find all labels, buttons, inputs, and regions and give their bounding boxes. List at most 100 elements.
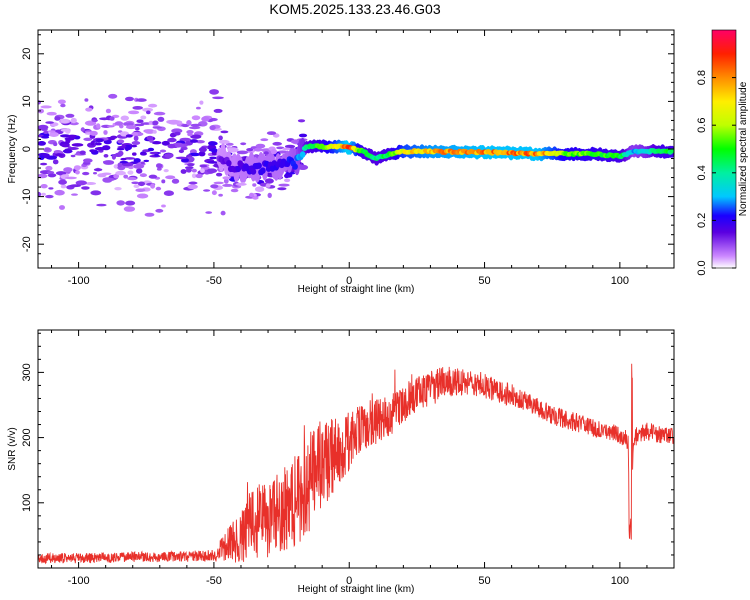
x-tick-label: -50 (206, 275, 222, 287)
spectrogram-blob (218, 135, 223, 141)
spectrogram-blob (240, 142, 247, 146)
spectrogram-blob (54, 189, 65, 196)
spectrogram-blob (130, 144, 138, 148)
spectrogram-blob (132, 152, 137, 156)
spectrogram-blob (285, 171, 296, 175)
spectrogram-blob (85, 182, 97, 185)
spectrogram-blob (71, 143, 84, 147)
snr-series-line (38, 363, 674, 565)
spectrogram-blob (263, 151, 269, 155)
y-tick-label: -10 (21, 189, 33, 205)
colorbar-axis: 0.0 0.2 0.4 0.6 0.8 (696, 29, 737, 276)
spectrogram-blob (152, 126, 162, 129)
spectrogram-blob (252, 196, 259, 200)
spectrogram-blob (152, 120, 159, 126)
spectrogram-blob (115, 170, 126, 176)
spectrogram-blob (157, 116, 165, 122)
spectrogram-blob (267, 192, 272, 198)
spectrogram-blob (190, 139, 198, 143)
spectrogram-blob (131, 181, 140, 185)
colorbar-tick-label: 0.0 (696, 260, 708, 275)
spectrogram-blob (89, 149, 96, 153)
spectrogram-blob (70, 154, 76, 158)
spectrogram-blob (152, 130, 157, 134)
spectrogram-blob (139, 173, 147, 178)
spectrogram-blob (60, 184, 67, 189)
spectrogram-blob (107, 125, 115, 128)
spectrogram-blob (69, 121, 79, 126)
spectrogram-blob (48, 187, 54, 190)
spectrogram-blob (131, 132, 138, 137)
spectrogram-blob (116, 147, 125, 151)
spectrogram-blob (55, 153, 63, 157)
spectrogram-y-axis-label: Frequency (Hz) (7, 115, 18, 184)
spectrogram-blob (109, 116, 115, 121)
x-tick-label: 0 (346, 275, 352, 287)
spectrogram-blob (156, 167, 162, 171)
spectrogram-blob (40, 105, 52, 109)
spectrogram-blob (218, 193, 223, 197)
spectrogram-blob (270, 148, 278, 155)
spectrogram-blob (83, 158, 93, 163)
spectrogram-blob (209, 125, 216, 131)
spectrogram-blob (38, 191, 42, 197)
colorbar-tick-label: 0.8 (696, 70, 708, 85)
spectrogram-blob (47, 173, 57, 178)
spectrogram-blob (108, 93, 118, 99)
spectrogram-blob (60, 128, 71, 132)
spectrogram-blob (190, 134, 202, 139)
colorbar-tick-label: 0.4 (696, 165, 708, 180)
spectrogram-blob (45, 194, 54, 199)
spectrogram-blob (44, 147, 51, 152)
spectrogram-blob (96, 123, 101, 129)
spectrogram-blob (235, 182, 247, 186)
snr-y-axis-label: SNR (v/v) (7, 427, 18, 470)
spectrogram-blob (140, 115, 147, 120)
spectrogram-blob (155, 208, 164, 213)
ridge-cell (250, 168, 257, 175)
spectrogram-blob (83, 137, 93, 141)
spectrogram-blob (46, 111, 57, 116)
spectrogram-blob (48, 132, 59, 137)
spectrogram-blob (223, 178, 229, 184)
spectrogram-blob (191, 168, 197, 173)
y-tick-label: -20 (21, 236, 33, 252)
spectrogram-blob (133, 164, 145, 169)
spectrogram-marks (38, 89, 674, 217)
spectrogram-blob (136, 168, 143, 174)
spectrogram-blob (297, 164, 309, 170)
spectrogram-blob (131, 141, 141, 145)
spectrogram-blob (93, 172, 97, 175)
spectrogram-blob (161, 204, 166, 208)
spectrogram-blob (187, 132, 193, 137)
spectrogram-blob (265, 183, 271, 188)
spectrogram-blob (199, 164, 208, 168)
spectrogram-blob (70, 117, 77, 124)
spectrogram-blob (124, 157, 136, 160)
spectrogram-blob (133, 135, 139, 141)
spectrogram-blob (150, 183, 156, 189)
spectrogram-blob (99, 117, 110, 121)
spectrogram-blob (95, 138, 104, 143)
y-tick-label: 0 (21, 146, 33, 152)
spectrogram-blob (187, 184, 198, 190)
spectrogram-blob (230, 188, 239, 193)
spectrogram-blob (140, 161, 145, 165)
spectrogram-blob (282, 147, 292, 151)
spectrogram-blob (161, 140, 170, 146)
ridge-cell (226, 160, 232, 167)
spectrogram-blob (142, 107, 154, 112)
spectrogram-blob (146, 110, 151, 115)
spectrogram-blob (180, 169, 187, 174)
spectrogram-blob (212, 96, 224, 100)
spectrogram-blob (167, 143, 176, 149)
spectrogram-blob (186, 130, 194, 134)
x-tick-label: -100 (68, 575, 90, 587)
spectrogram-blob (222, 183, 234, 187)
spectrogram-blob (47, 130, 56, 133)
spectrogram-blob (94, 142, 102, 146)
ridge-cell (260, 167, 266, 174)
spectrogram-blob (186, 167, 192, 173)
spectrogram-blob (260, 138, 269, 142)
